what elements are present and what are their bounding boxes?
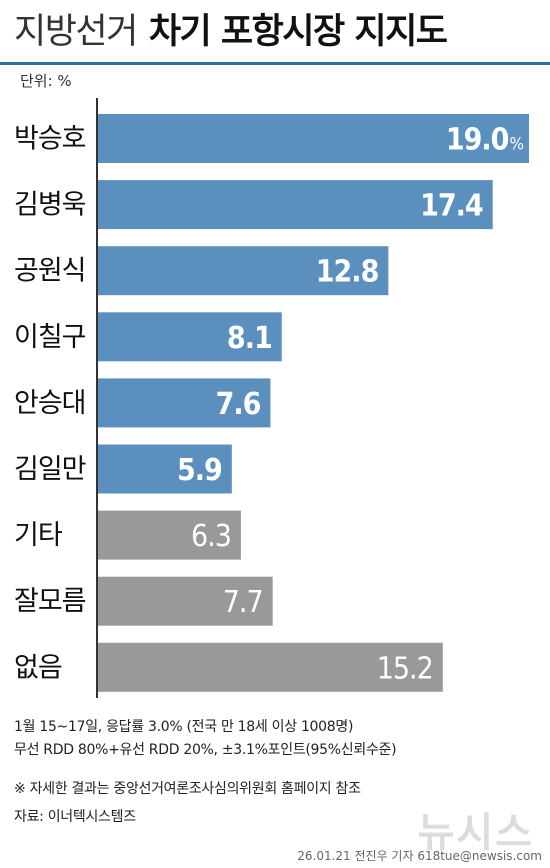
unit-label: 단위: %: [20, 72, 72, 90]
footer-source: 자료: 이너텍시스템즈: [14, 809, 136, 825]
bar: [98, 312, 282, 362]
chart-title: 지방선거 차기 포항시장 지지도: [14, 6, 448, 58]
value-label: 8.1: [227, 321, 272, 356]
bar: [98, 114, 529, 163]
title-divider: [0, 62, 550, 65]
newsis-watermark: 뉴시스: [417, 810, 534, 856]
category-label: 이칠구: [14, 322, 86, 353]
footer-credit: 26.01.21 전진우 기자 618tue@newsis.com: [297, 849, 542, 863]
category-label: 잘모름: [14, 586, 86, 617]
footer-survey-method: 무선 RDD 80%+유선 RDD 20%, ±3.1%포인트(95%신뢰수준): [14, 742, 397, 758]
value-label: 6.3: [191, 519, 231, 554]
value-label: 15.2: [377, 651, 433, 686]
value-label: 7.6: [216, 387, 261, 422]
value-label: 17.4: [420, 189, 483, 224]
category-label: 없음: [14, 652, 62, 683]
bar: [98, 510, 241, 560]
footer-note: ※ 자세한 결과는 중앙선거여론조사심의위원회 홈페이지 참조: [14, 781, 361, 797]
value-label: 7.7: [223, 585, 263, 620]
category-label: 김병욱: [14, 190, 86, 221]
title-main: 차기 포항시장 지지도: [148, 12, 448, 52]
value-label: 19.0%: [446, 123, 524, 158]
category-label: 안승대: [14, 388, 86, 419]
bar: [98, 576, 273, 626]
category-label: 공원식: [14, 256, 86, 287]
category-label: 박승호: [14, 124, 86, 155]
category-label: 기타: [14, 520, 63, 551]
bar: [98, 180, 493, 230]
value-label: 5.9: [177, 453, 222, 488]
category-label: 김일만: [14, 454, 86, 485]
bar: [98, 246, 389, 296]
bar: [98, 444, 232, 494]
title-prefix: 지방선거: [14, 12, 138, 52]
footer-survey-dates: 1월 15~17일, 응답률 3.0% (전국 만 18세 이상 1008명): [14, 719, 354, 735]
bar: [98, 642, 443, 692]
value-label: 12.8: [316, 255, 379, 290]
bar: [98, 378, 271, 428]
